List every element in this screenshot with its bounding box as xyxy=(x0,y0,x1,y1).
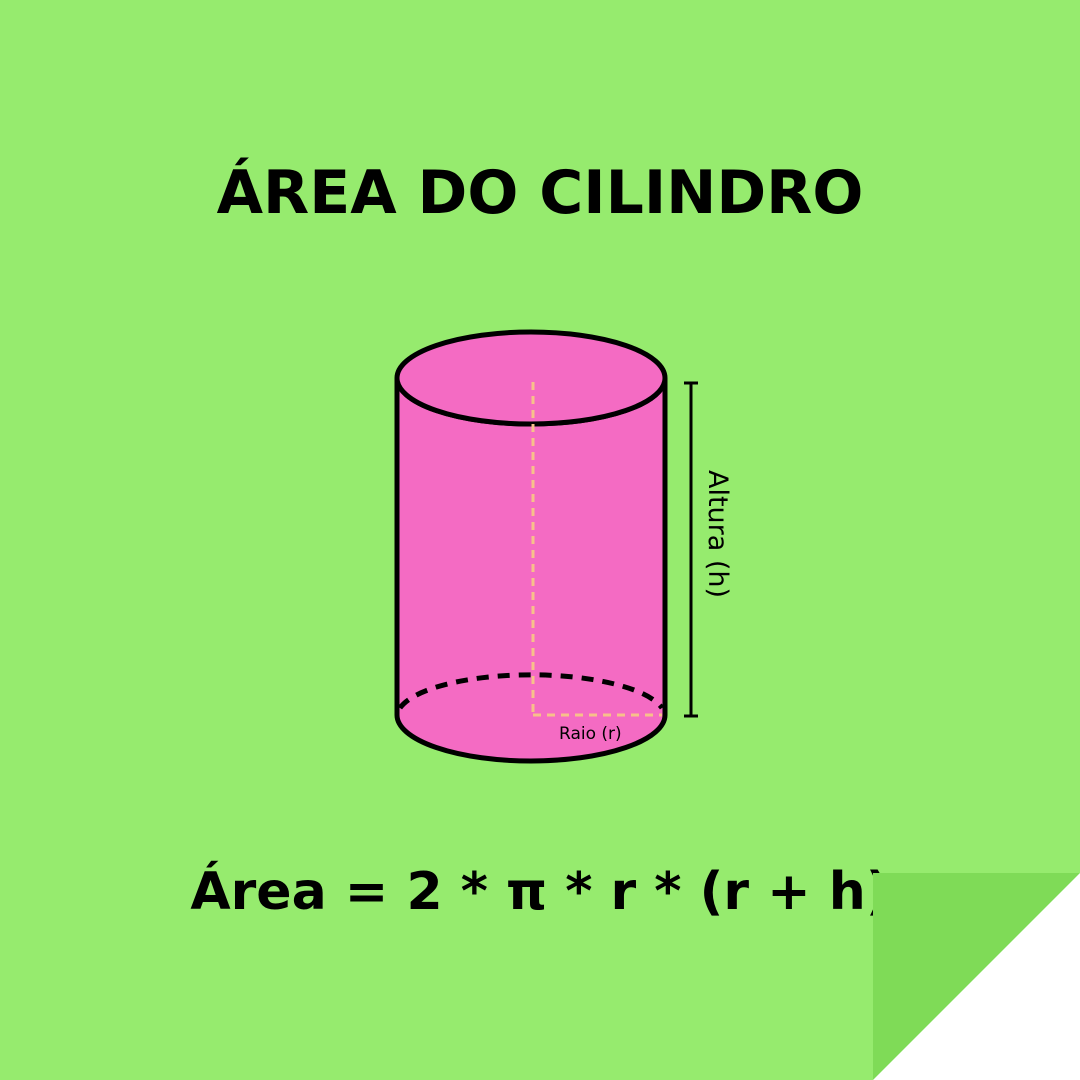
radius-label: Raio (r) xyxy=(559,724,622,744)
area-formula: Área = 2 * π * r * (r + h) xyxy=(190,862,890,922)
cylinder-top xyxy=(394,329,668,427)
height-label: Altura (h) xyxy=(702,470,733,598)
page-title: ÁREA DO CILINDRO xyxy=(216,158,864,228)
fold-cut xyxy=(873,873,1080,1080)
cylinder-hidden-edge xyxy=(397,672,665,710)
